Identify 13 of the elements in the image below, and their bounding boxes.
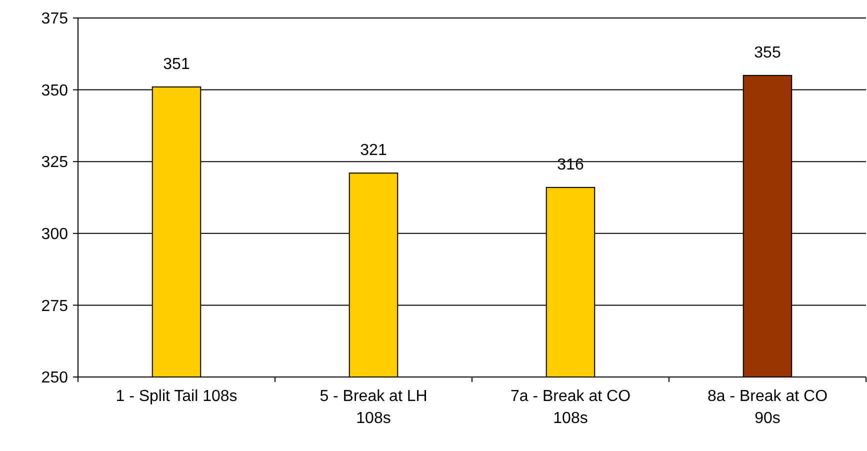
- x-tick-label: 5 - Break at LH 108s: [320, 388, 428, 427]
- data-label: 355: [754, 44, 781, 62]
- data-label: 351: [163, 56, 190, 73]
- y-tick-label: 375: [41, 10, 68, 28]
- y-tick-label: 250: [41, 370, 68, 387]
- x-tick-label: 7a - Break at CO 108s: [510, 388, 631, 427]
- y-tick-label: 350: [41, 82, 68, 100]
- data-label: 321: [360, 142, 387, 160]
- y-tick-label: 300: [41, 226, 68, 243]
- y-tick-label: 275: [41, 298, 68, 315]
- x-tick-label: 8a - Break at CO 90s: [707, 388, 828, 427]
- x-tick-label: 1 - Split Tail 108s: [116, 388, 238, 405]
- y-tick-label: 325: [41, 154, 68, 172]
